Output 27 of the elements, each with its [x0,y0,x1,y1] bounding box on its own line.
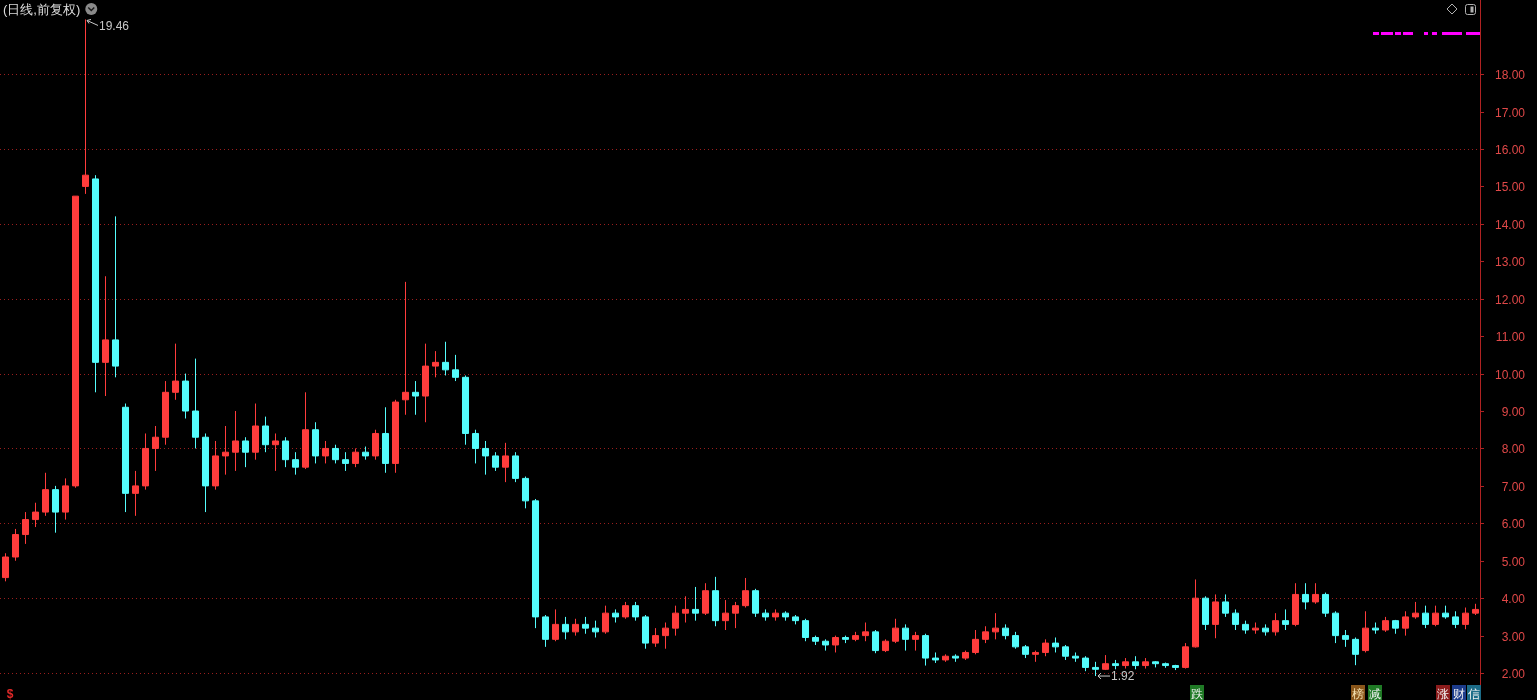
annotation-text: 涨 [1437,686,1449,700]
y-tick-label: 11.00 [1495,329,1525,344]
y-tick-label: 6.00 [1501,516,1525,531]
y-tick-label: 2.00 [1501,666,1525,681]
y-tick-label: 14.00 [1494,217,1525,232]
y-tick-label: 8.00 [1501,441,1525,456]
title: (日线,前复权) [3,2,81,17]
y-tick-label: 5.00 [1501,554,1525,569]
annotation-text: 榜 [1352,686,1364,700]
y-tick-label: 18.00 [1494,67,1525,82]
y-tick-label: 9.00 [1501,404,1525,419]
y-tick-label: 13.00 [1494,254,1525,269]
annotation-text: $ [6,686,14,700]
annotation-text: 19.46 [99,19,130,34]
y-tick-label: 17.00 [1494,105,1525,120]
y-tick-label: 3.00 [1501,629,1525,644]
annotation-text: 减 [1369,686,1381,700]
annotation-text: 1.92 [1111,669,1135,684]
y-tick-label: 4.00 [1501,591,1525,606]
y-tick-label: 15.00 [1494,179,1525,194]
annotation-text: 财 [1453,686,1465,700]
y-tick-label: 16.00 [1494,142,1525,157]
y-tick-label: 7.00 [1501,479,1525,494]
annotation-text: 信 [1468,686,1480,700]
y-tick-label: 12.00 [1494,292,1525,307]
y-tick-label: 10.00 [1494,367,1525,382]
annotation-text: 跌 [1191,686,1203,700]
